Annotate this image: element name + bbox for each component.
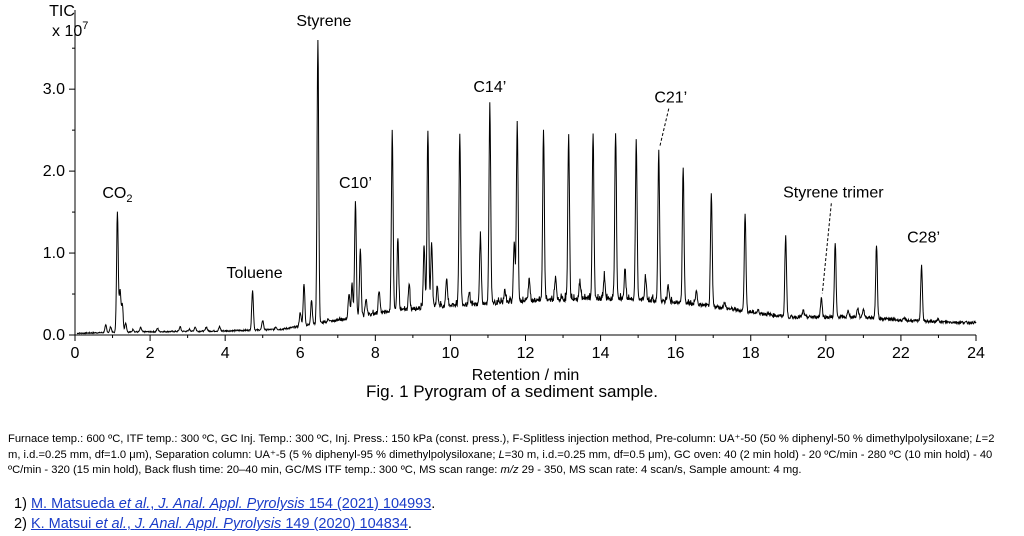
peak-leader-line (659, 108, 670, 147)
y-tick-label: 1.0 (43, 245, 65, 262)
peak-label: Toluene (227, 265, 283, 282)
reference-item: 1) M. Matsueda et al., J. Anal. Appl. Py… (14, 494, 435, 514)
x-tick-label: 12 (517, 345, 535, 362)
reference-item: 2) K. Matsui et al., J. Anal. Appl. Pyro… (14, 514, 435, 534)
x-tick-label: 22 (892, 345, 910, 362)
peak-label: C28’ (907, 230, 940, 247)
conditions-italic-L2: L (498, 448, 505, 461)
conditions-text-3: =30 m, i.d.=0.25 mm, df=0.5 μm), GC oven… (8, 448, 993, 477)
x-tick-label: 14 (592, 345, 610, 362)
conditions-italic-mz: m/z (500, 464, 519, 476)
reference-etal: et al. (118, 496, 151, 512)
x-tick-label: 2 (146, 345, 155, 362)
reference-authors: K. Matsui (30, 516, 96, 532)
peak-label: Styrene trimer (783, 184, 884, 201)
reference-link[interactable]: K. Matsui et al., J. Anal. Appl. Pyrolys… (31, 516, 408, 532)
reference-volume: 149 (2020) 104834 (281, 516, 408, 532)
peak-label: C21’ (654, 90, 687, 107)
reference-sep: , (126, 516, 135, 532)
peak-label: C10’ (339, 175, 372, 192)
y-tick-label: 3.0 (43, 81, 65, 98)
x-tick-label: 24 (967, 345, 985, 362)
peak-annotations: CO2 Toluene Styrene C10’ C14’ C21’ Styrene tri… (102, 13, 940, 294)
x-tick-label: 4 (221, 345, 230, 362)
x-axis-label: Retention / min (472, 367, 580, 380)
reference-end: . (431, 496, 436, 512)
conditions-text-2: =2 m, i.d.=0.25 mm, df=1.0 μm), Separati… (8, 433, 995, 461)
x-tick-label: 8 (371, 345, 380, 362)
x-tick-label: 0 (71, 345, 80, 362)
reference-volume: 154 (2021) 104993 (304, 496, 432, 512)
peak-leader-line (821, 203, 832, 294)
x-tick-label: 20 (817, 345, 835, 362)
reference-etal: et al. (95, 516, 127, 532)
conditions-text-1: Furnace temp.: 600 ºC, ITF temp.: 300 ºC… (8, 433, 976, 445)
instrument-conditions: Furnace temp.: 600 ºC, ITF temp.: 300 ºC… (8, 432, 1008, 479)
tic-trace (76, 39, 977, 335)
reference-number: 2) (14, 516, 27, 532)
x-tick-label: 6 (296, 345, 305, 362)
reference-link[interactable]: M. Matsueda et al., J. Anal. Appl. Pyrol… (31, 496, 431, 512)
references: 1) M. Matsueda et al., J. Anal. Appl. Py… (14, 494, 435, 534)
reference-number: 1) (14, 496, 27, 512)
y-tick-label: 2.0 (43, 163, 65, 180)
y-axis-label-scale: x 107 (52, 20, 88, 40)
reference-end: . (407, 516, 412, 532)
conditions-text-4: 29 - 350, MS scan rate: 4 scan/s, Sample… (518, 464, 802, 476)
peak-label: CO2 (102, 185, 132, 205)
conditions-italic-L1: L (975, 433, 982, 445)
peak-label: Styrene (296, 13, 351, 30)
x-tick-label: 18 (742, 345, 760, 362)
reference-authors: M. Matsueda (30, 496, 119, 512)
peak-label: C14’ (473, 79, 506, 96)
y-axis-label-tic: TIC (49, 3, 75, 20)
x-tick-label: 16 (667, 345, 685, 362)
y-tick-label: 0.0 (43, 327, 65, 344)
reference-journal: J. Anal. Appl. Pyrolysis (134, 516, 282, 532)
x-tick-label: 10 (442, 345, 460, 362)
figure-caption: Fig. 1 Pyrogram of a sediment sample. (366, 382, 658, 401)
reference-sep: , (150, 496, 159, 512)
reference-journal: J. Anal. Appl. Pyrolysis (158, 496, 305, 512)
